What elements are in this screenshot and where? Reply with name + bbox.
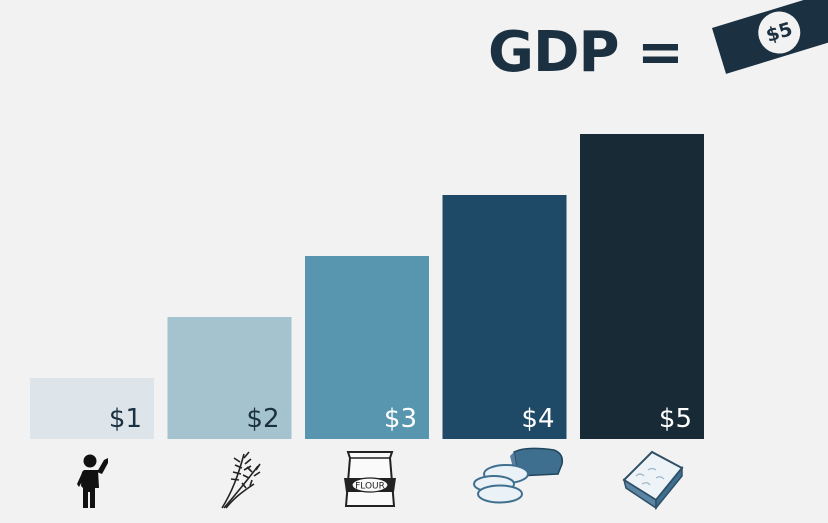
- bar-value-label: $1: [109, 404, 142, 434]
- flour-bag-icon: FLOUR: [344, 451, 396, 507]
- bar-worker: [30, 378, 154, 439]
- bar-flour: [305, 256, 429, 439]
- bar-value-label: $2: [246, 404, 279, 434]
- bar-bread: [442, 195, 567, 439]
- gdp-title: GDP =: [488, 20, 684, 85]
- wheat-icon: [221, 451, 261, 509]
- bar-wheat: [167, 317, 292, 439]
- sandwich-icon: [622, 450, 684, 511]
- bar-sandwich: [580, 134, 704, 439]
- bar-value-label: $3: [384, 404, 417, 434]
- sliced-bread-icon: [473, 447, 564, 504]
- bar-value-label: $5: [659, 404, 692, 434]
- person-waving-icon: [77, 454, 108, 508]
- flour-bag-label: FLOUR: [355, 482, 385, 492]
- bar-value-label: $4: [521, 404, 554, 434]
